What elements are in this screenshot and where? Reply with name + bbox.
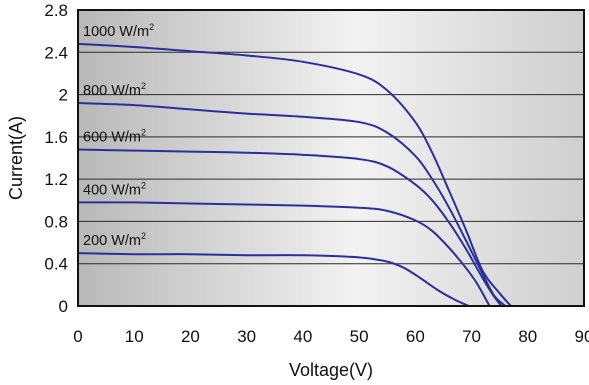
y-tick-label: 0.4 bbox=[44, 255, 68, 274]
series-line bbox=[77, 201, 491, 307]
series-label: 400 W/m2 bbox=[83, 180, 146, 198]
y-tick-label: 1.2 bbox=[44, 170, 68, 189]
grid-lines bbox=[78, 51, 584, 265]
x-tick-label: 90 bbox=[575, 327, 589, 346]
x-tick-labels: 0 10 20 30 40 50 60 70 80 90 bbox=[73, 327, 589, 346]
x-tick-label: 60 bbox=[406, 327, 425, 346]
y-axis-title: Current(A) bbox=[6, 116, 26, 200]
y-tick-label: 0 bbox=[59, 297, 68, 316]
series-line bbox=[77, 252, 470, 307]
y-tick-labels: 0 0.4 0.8 1.2 1.6 2 2.4 2.8 bbox=[44, 1, 68, 316]
plot-background bbox=[78, 10, 584, 306]
series-label: 200 W/m2 bbox=[83, 231, 146, 249]
x-tick-label: 80 bbox=[518, 327, 537, 346]
series-line bbox=[77, 42, 512, 307]
series-label: 800 W/m2 bbox=[83, 81, 146, 99]
x-tick-label: 30 bbox=[237, 327, 256, 346]
x-tick-label: 20 bbox=[181, 327, 200, 346]
x-tick-label: 50 bbox=[350, 327, 369, 346]
y-tick-label: 2.4 bbox=[44, 43, 68, 62]
y-tick-label: 0.8 bbox=[44, 212, 68, 231]
curve-labels: 1000 W/m2 800 W/m2 600 W/m2 400 W/m2 200 W/m… bbox=[83, 22, 154, 249]
series-line bbox=[77, 102, 506, 307]
x-tick-label: 40 bbox=[293, 327, 312, 346]
curves bbox=[77, 42, 512, 307]
series-label: 600 W/m2 bbox=[83, 128, 146, 146]
x-tick-label: 70 bbox=[462, 327, 481, 346]
x-tick-label: 10 bbox=[125, 327, 144, 346]
y-tick-label: 1.6 bbox=[44, 128, 68, 147]
x-axis-title: Voltage(V) bbox=[289, 360, 373, 380]
plot-frame bbox=[77, 9, 585, 307]
y-tick-label: 2.8 bbox=[44, 1, 68, 20]
series-line bbox=[77, 148, 503, 307]
series-label: 1000 W/m2 bbox=[83, 22, 154, 40]
y-tick-label: 2 bbox=[59, 86, 68, 105]
x-tick-label: 0 bbox=[73, 327, 82, 346]
